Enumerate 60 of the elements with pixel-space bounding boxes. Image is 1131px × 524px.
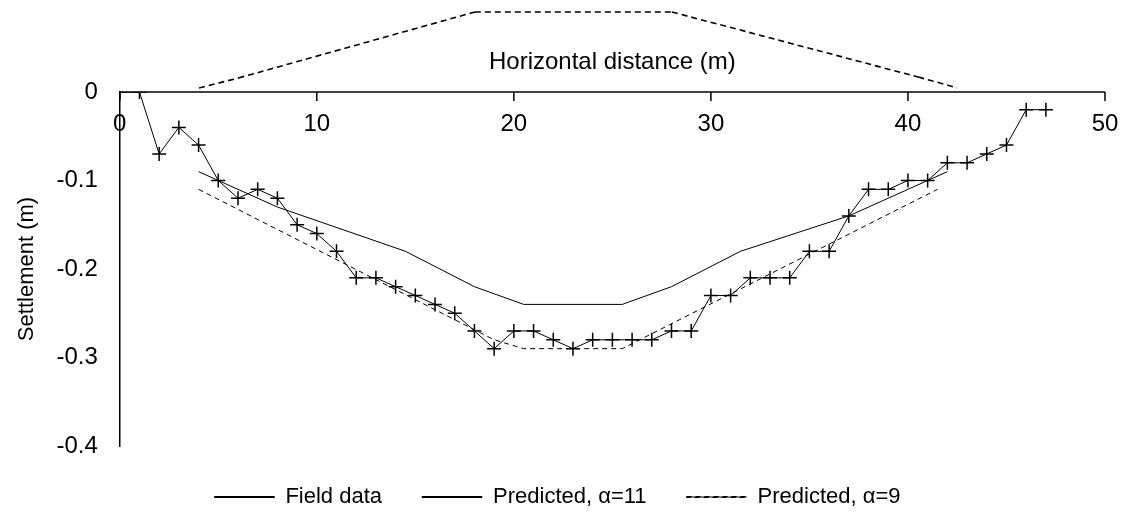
point [1038,101,1054,118]
point [446,305,463,321]
point [821,243,837,260]
point [762,270,778,286]
legend-label: Field data [285,483,383,509]
y-tick-label: -0.4 [56,430,98,458]
point [880,181,896,198]
legend-label: Predicted, α=11 [493,483,647,509]
x-tick-label: 50 [1091,108,1119,136]
point [230,190,246,206]
x-tick-label: 20 [500,108,528,136]
point [663,323,680,339]
point [486,340,502,357]
point [210,172,227,189]
x-axis-title: Horizontal distance (m) [489,46,736,74]
point [309,225,325,242]
point [289,217,305,233]
point [525,323,542,339]
point [781,270,798,286]
y-tick-label: -0.2 [56,253,98,281]
point [604,332,621,348]
point [151,146,167,162]
y-tick-label: 0 [84,76,98,104]
point [919,172,936,189]
point [742,270,759,286]
x-tick-label: 40 [894,108,922,136]
point [190,137,207,153]
point [979,146,995,162]
point [703,287,719,304]
point [368,270,384,286]
point [565,340,581,357]
point [624,332,640,348]
point [407,287,424,304]
point [249,181,266,198]
point [387,278,404,295]
point [860,181,877,198]
point [545,332,562,348]
x-tick-label: 10 [303,108,331,136]
y-tick-label: -0.3 [56,342,98,370]
y-tick-label: -0.1 [56,165,98,193]
y-axis-title: Settlement (m) [13,196,39,342]
point [998,137,1015,153]
legend-label: Predicted, α=9 [757,483,901,509]
point [584,332,601,348]
point [427,296,443,313]
point [801,243,818,260]
point [269,190,286,206]
point [959,155,975,171]
point [841,208,857,224]
point [644,332,660,348]
point [466,323,483,339]
point [683,323,699,339]
point [348,270,364,286]
point [171,119,187,136]
point [328,243,345,260]
x-tick-label: 30 [697,108,725,136]
point [506,323,522,339]
point [900,172,916,189]
point [722,287,739,304]
point [1018,101,1034,118]
